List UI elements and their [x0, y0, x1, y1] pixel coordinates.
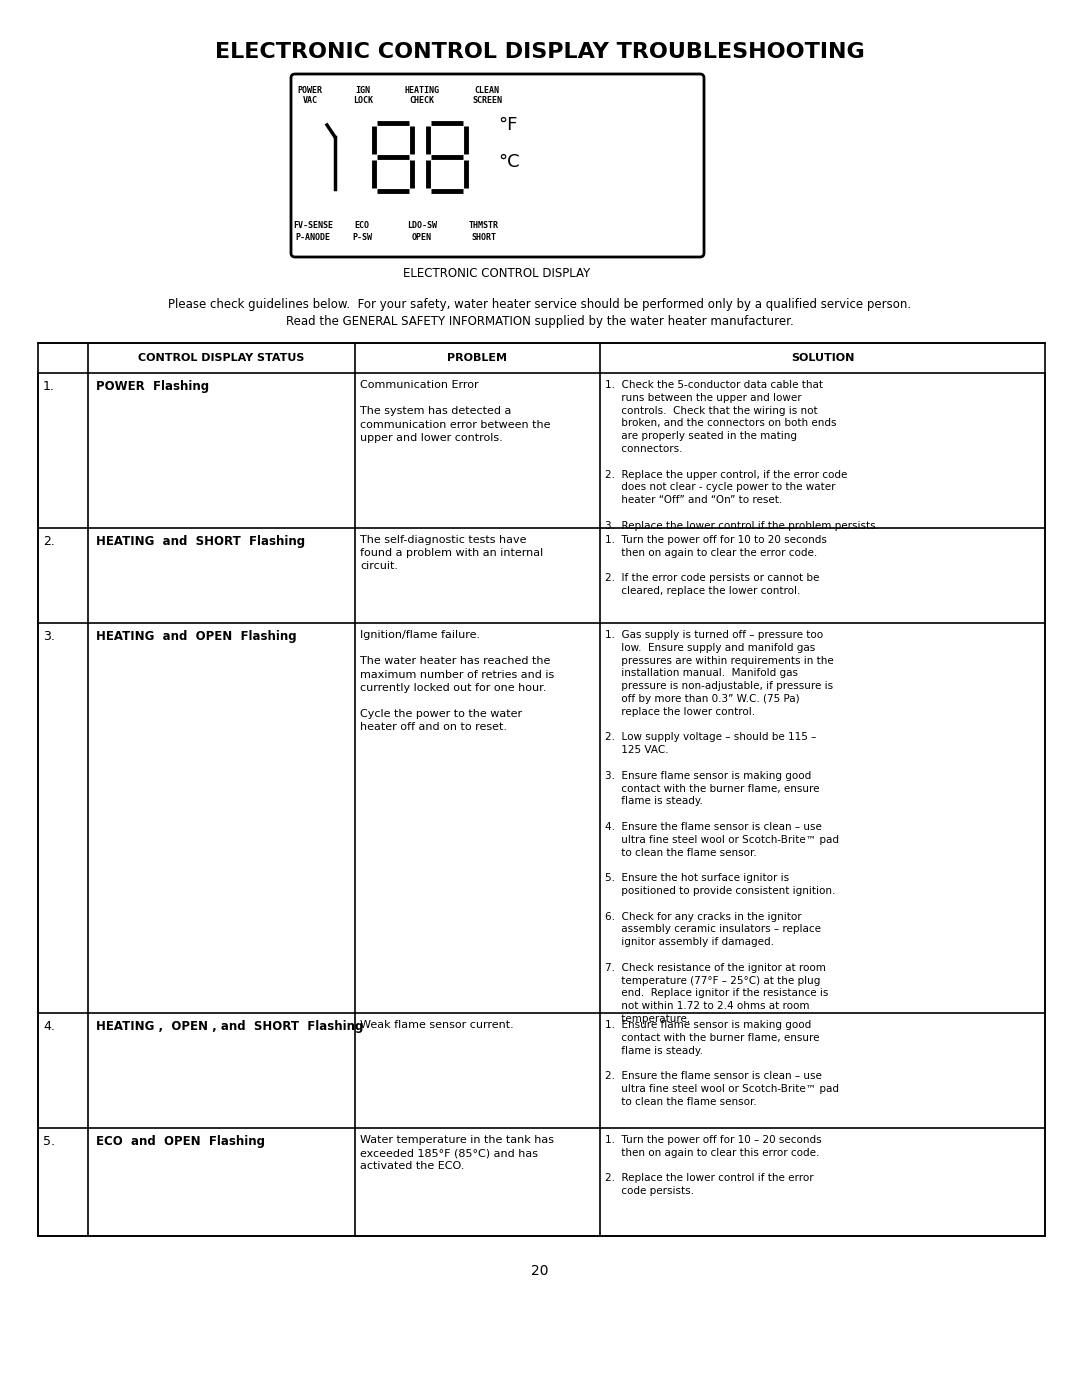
Text: 2.: 2.	[43, 535, 55, 548]
Text: Communication Error

The system has detected a
communication error between the
u: Communication Error The system has detec…	[360, 380, 551, 443]
Text: HEATING
CHECK: HEATING CHECK	[405, 87, 440, 105]
Text: 1.  Turn the power off for 10 – 20 seconds
     then on again to clear this erro: 1. Turn the power off for 10 – 20 second…	[605, 1134, 822, 1196]
Text: PROBLEM: PROBLEM	[447, 353, 508, 363]
Text: Ignition/flame failure.

The water heater has reached the
maximum number of retr: Ignition/flame failure. The water heater…	[360, 630, 554, 732]
Text: ECO  and  OPEN  Flashing: ECO and OPEN Flashing	[96, 1134, 265, 1148]
FancyBboxPatch shape	[291, 74, 704, 257]
Text: ELECTRONIC CONTROL DISPLAY TROUBLESHOOTING: ELECTRONIC CONTROL DISPLAY TROUBLESHOOTI…	[215, 42, 865, 61]
Text: POWER
VAC: POWER VAC	[297, 87, 323, 105]
Text: 1.  Ensure flame sensor is making good
     contact with the burner flame, ensur: 1. Ensure flame sensor is making good co…	[605, 1020, 839, 1106]
Bar	[38, 344, 1045, 1236]
Text: Water temperature in the tank has
exceeded 185°F (85°C) and has
activated the EC: Water temperature in the tank has exceed…	[360, 1134, 554, 1172]
Text: P-ANODE: P-ANODE	[296, 233, 330, 242]
Text: 5.: 5.	[43, 1134, 55, 1148]
Text: SOLUTION: SOLUTION	[791, 353, 854, 363]
Text: ECO: ECO	[354, 221, 369, 231]
Text: SHORT: SHORT	[472, 233, 497, 242]
Text: 1.  Turn the power off for 10 to 20 seconds
     then on again to clear the erro: 1. Turn the power off for 10 to 20 secon…	[605, 535, 827, 597]
Text: HEATING ,  OPEN , and  SHORT  Flashing: HEATING , OPEN , and SHORT Flashing	[96, 1020, 363, 1032]
Text: HEATING  and  SHORT  Flashing: HEATING and SHORT Flashing	[96, 535, 306, 548]
Text: The self-diagnostic tests have
found a problem with an internal
circuit.: The self-diagnostic tests have found a p…	[360, 535, 543, 571]
Text: CONTROL DISPLAY STATUS: CONTROL DISPLAY STATUS	[138, 353, 305, 363]
Text: °F: °F	[498, 116, 517, 134]
Text: °C: °C	[498, 154, 519, 170]
Text: LDO-SW: LDO-SW	[407, 221, 437, 231]
Text: Weak flame sensor current.: Weak flame sensor current.	[360, 1020, 514, 1030]
Text: 3.: 3.	[43, 630, 55, 643]
Text: FV-SENSE: FV-SENSE	[293, 221, 333, 231]
Text: HEATING  and  OPEN  Flashing: HEATING and OPEN Flashing	[96, 630, 297, 643]
Text: CLEAN
SCREEN: CLEAN SCREEN	[472, 87, 502, 105]
Text: Read the GENERAL SAFETY INFORMATION supplied by the water heater manufacturer.: Read the GENERAL SAFETY INFORMATION supp…	[286, 314, 794, 328]
Text: 1.: 1.	[43, 380, 55, 393]
Text: POWER  Flashing: POWER Flashing	[96, 380, 210, 393]
Text: 4.: 4.	[43, 1020, 55, 1032]
Text: 20: 20	[531, 1264, 549, 1278]
Text: IGN
LOCK: IGN LOCK	[353, 87, 373, 105]
Text: THMSTR: THMSTR	[469, 221, 499, 231]
Text: 1.  Gas supply is turned off – pressure too
     low.  Ensure supply and manifol: 1. Gas supply is turned off – pressure t…	[605, 630, 839, 1024]
Text: 1.  Check the 5-conductor data cable that
     runs between the upper and lower
: 1. Check the 5-conductor data cable that…	[605, 380, 879, 531]
Text: Please check guidelines below.  For your safety, water heater service should be : Please check guidelines below. For your …	[168, 298, 912, 312]
Text: ELECTRONIC CONTROL DISPLAY: ELECTRONIC CONTROL DISPLAY	[403, 267, 591, 279]
Text: P-SW: P-SW	[352, 233, 372, 242]
Text: OPEN: OPEN	[411, 233, 432, 242]
